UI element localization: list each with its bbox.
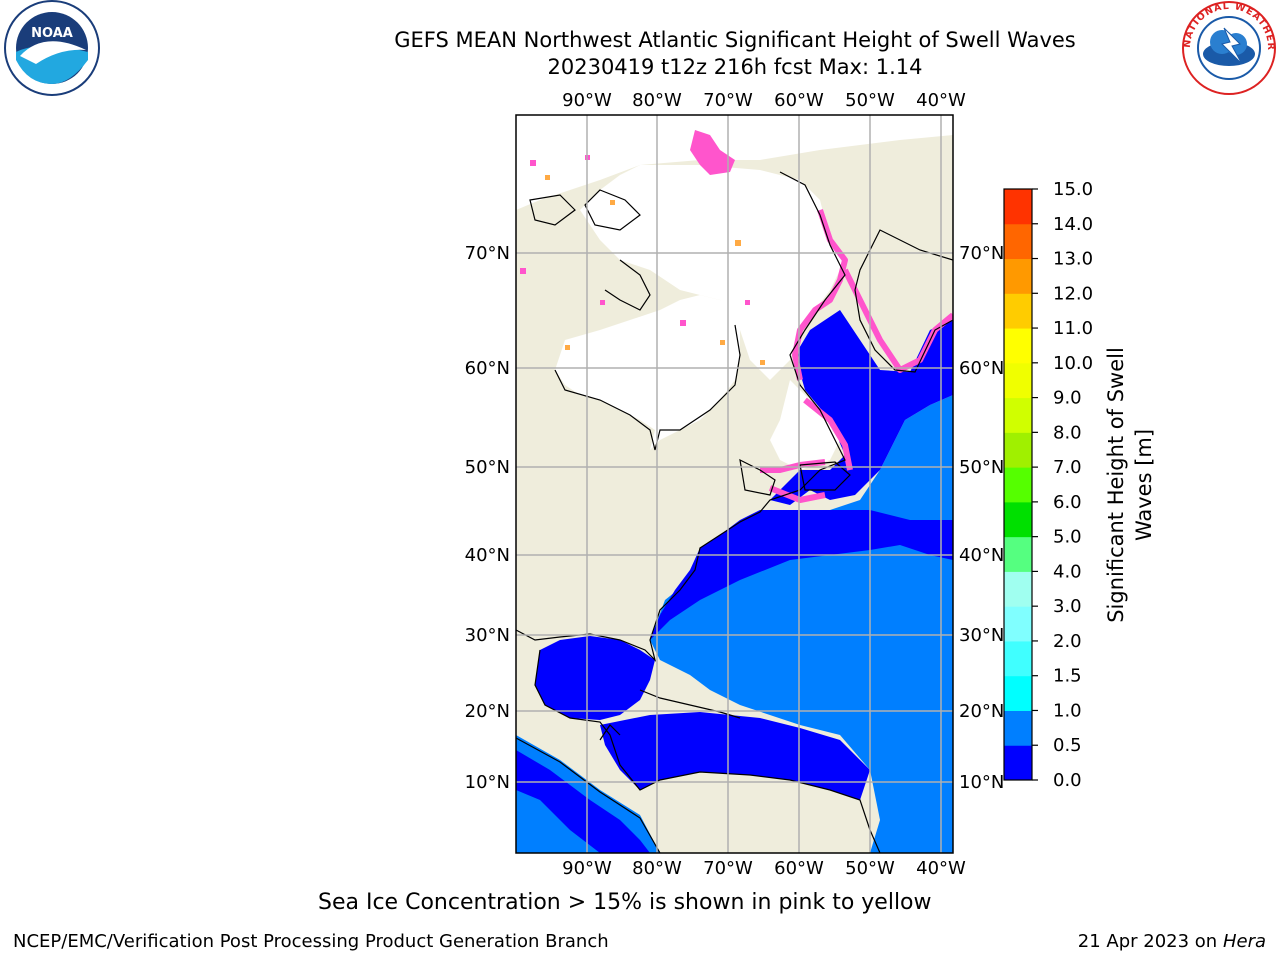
ocean-swell-05-10: [516, 735, 660, 853]
colorbar-segment: [1004, 710, 1032, 746]
footer-date: 21 Apr 2023 on Hera: [1078, 931, 1266, 952]
colorbar-tick-label: 9.0: [1053, 388, 1082, 409]
latitude-label: 20°N: [465, 701, 510, 722]
footer-host: Hera: [1222, 931, 1266, 952]
colorbar-segment: [1004, 328, 1032, 364]
colorbar-segment: [1004, 362, 1032, 399]
title-line-2: 20230419 t12z 216h fcst Max: 1.14: [547, 55, 923, 79]
colorbar-frame: [1003, 188, 1033, 781]
colorbar-segment: [1004, 571, 1032, 607]
longitude-label: 70°W: [703, 858, 753, 879]
map-frame: [515, 114, 954, 854]
colorbar-tick-label: 0.0: [1053, 770, 1082, 791]
colorbar-tick-label: 5.0: [1053, 527, 1082, 548]
longitude-label: 50°W: [845, 858, 895, 879]
colorbar-segment: [1004, 536, 1032, 572]
latitude-label: 30°N: [465, 625, 510, 646]
longitude-label: 90°W: [562, 90, 612, 111]
sea-ice-edge: [792, 209, 848, 381]
colorbar: [1004, 189, 1032, 781]
map-gridlines: [516, 115, 953, 853]
colorbar-segment: [1004, 467, 1032, 503]
latitude-label: 30°N: [959, 625, 1004, 646]
colorbar-tick-label: 2.0: [1053, 631, 1082, 652]
colorbar-label-line-2: Waves [m]: [1132, 429, 1156, 541]
labrador-ice: [770, 380, 840, 470]
sea-ice-edge: [803, 397, 853, 471]
noaa-logo-text: NOAA: [31, 26, 73, 41]
colorbar-tick-label: 3.0: [1053, 596, 1082, 617]
colorbar-tick-label: 12.0: [1053, 283, 1093, 304]
latitude-label: 70°N: [959, 243, 1004, 264]
colorbar-label-line-1: Significant Height of Swell: [1104, 347, 1128, 623]
colorbar-tick-label: 1.0: [1053, 700, 1082, 721]
longitude-label: 70°W: [703, 90, 753, 111]
longitude-label: 80°W: [632, 858, 682, 879]
colorbar-segment: [1004, 640, 1032, 677]
latitude-label: 70°N: [465, 243, 510, 264]
footer-date-text: 21 Apr 2023 on: [1077, 931, 1223, 952]
colorbar-tick-label: 0.5: [1053, 735, 1082, 756]
latitude-label: 10°N: [959, 772, 1004, 793]
colorbar-segment: [1004, 223, 1032, 260]
map-plot-area: [516, 115, 953, 853]
latitude-label: 10°N: [465, 772, 510, 793]
latitude-label: 20°N: [959, 701, 1004, 722]
colorbar-tick-label: 6.0: [1053, 492, 1082, 513]
title-line-1: GEFS MEAN Northwest Atlantic Significant…: [394, 28, 1076, 52]
colorbar-tick-label: 10.0: [1053, 353, 1093, 374]
colorbar-segment: [1004, 258, 1032, 294]
longitude-label: 90°W: [562, 858, 612, 879]
longitude-label: 40°W: [916, 858, 966, 879]
colorbar-tick-label: 1.5: [1053, 666, 1082, 687]
latitude-labels-left: 70°N 60°N 50°N 40°N 30°N 20°N 10°N: [465, 243, 510, 793]
longitude-label: 80°W: [632, 90, 682, 111]
latitude-label: 40°N: [465, 545, 510, 566]
colorbar-tick-label: 4.0: [1053, 561, 1082, 582]
colorbar-segment: [1004, 189, 1032, 225]
noaa-logo: NOAA: [4, 0, 100, 96]
colorbar-tick-label: 8.0: [1053, 422, 1082, 443]
latitude-label: 60°N: [959, 358, 1004, 379]
longitude-labels-bottom: 90°W 80°W 70°W 60°W 50°W 40°W: [562, 858, 966, 879]
ocean-swell-05-10: [650, 395, 953, 853]
colorbar-tick-label: 15.0: [1053, 179, 1093, 200]
sea-ice-patch: [690, 130, 735, 175]
longitude-label: 50°W: [845, 90, 895, 111]
colorbar-tick-label: 11.0: [1053, 318, 1093, 339]
colorbar-tick-label: 14.0: [1053, 214, 1093, 235]
ocean-swell-0-05: [535, 636, 655, 720]
colorbar-ticks: 0.0 0.5 1.0 1.5 2.0 3.0 4.0 5.0 6.0 7.0 8.0 9.0 10.0…: [1032, 179, 1093, 791]
ocean-swell-0-05: [516, 750, 650, 853]
colorbar-segment: [1004, 606, 1032, 642]
latitude-label: 40°N: [959, 545, 1004, 566]
latitude-label: 50°N: [959, 457, 1004, 478]
longitude-labels-top: 90°W 80°W 70°W 60°W 50°W 40°W: [562, 90, 966, 111]
colorbar-tick-label: 13.0: [1053, 249, 1093, 270]
arctic-ice: [580, 165, 845, 380]
colorbar-segment: [1004, 432, 1032, 468]
ocean-swell-0-05: [770, 310, 953, 505]
colorbar-segment: [1004, 501, 1032, 538]
colorbar-segment: [1004, 293, 1032, 329]
sea-ice-edge: [768, 485, 826, 503]
colorbar-segment: [1004, 397, 1032, 433]
sea-ice-note: Sea Ice Concentration > 15% is shown in …: [318, 890, 932, 915]
footer-credit: NCEP/EMC/Verification Post Processing Pr…: [13, 931, 609, 952]
ocean-swell-0-05: [650, 510, 953, 640]
nws-logo: NATIONAL WEATHER SERVICE: [1178, 0, 1276, 95]
latitude-labels-right: 70°N 60°N 50°N 40°N 30°N 20°N 10°N: [959, 243, 1004, 793]
latitude-label: 60°N: [465, 358, 510, 379]
hudson-bay: [555, 295, 740, 450]
longitude-label: 60°W: [774, 90, 824, 111]
colorbar-tick-label: 7.0: [1053, 457, 1082, 478]
arctic-ice: [516, 115, 953, 210]
latitude-label: 50°N: [465, 457, 510, 478]
longitude-label: 40°W: [916, 90, 966, 111]
colorbar-segment: [1004, 675, 1032, 711]
colorbar-segment: [1004, 745, 1032, 781]
longitude-label: 60°W: [774, 858, 824, 879]
